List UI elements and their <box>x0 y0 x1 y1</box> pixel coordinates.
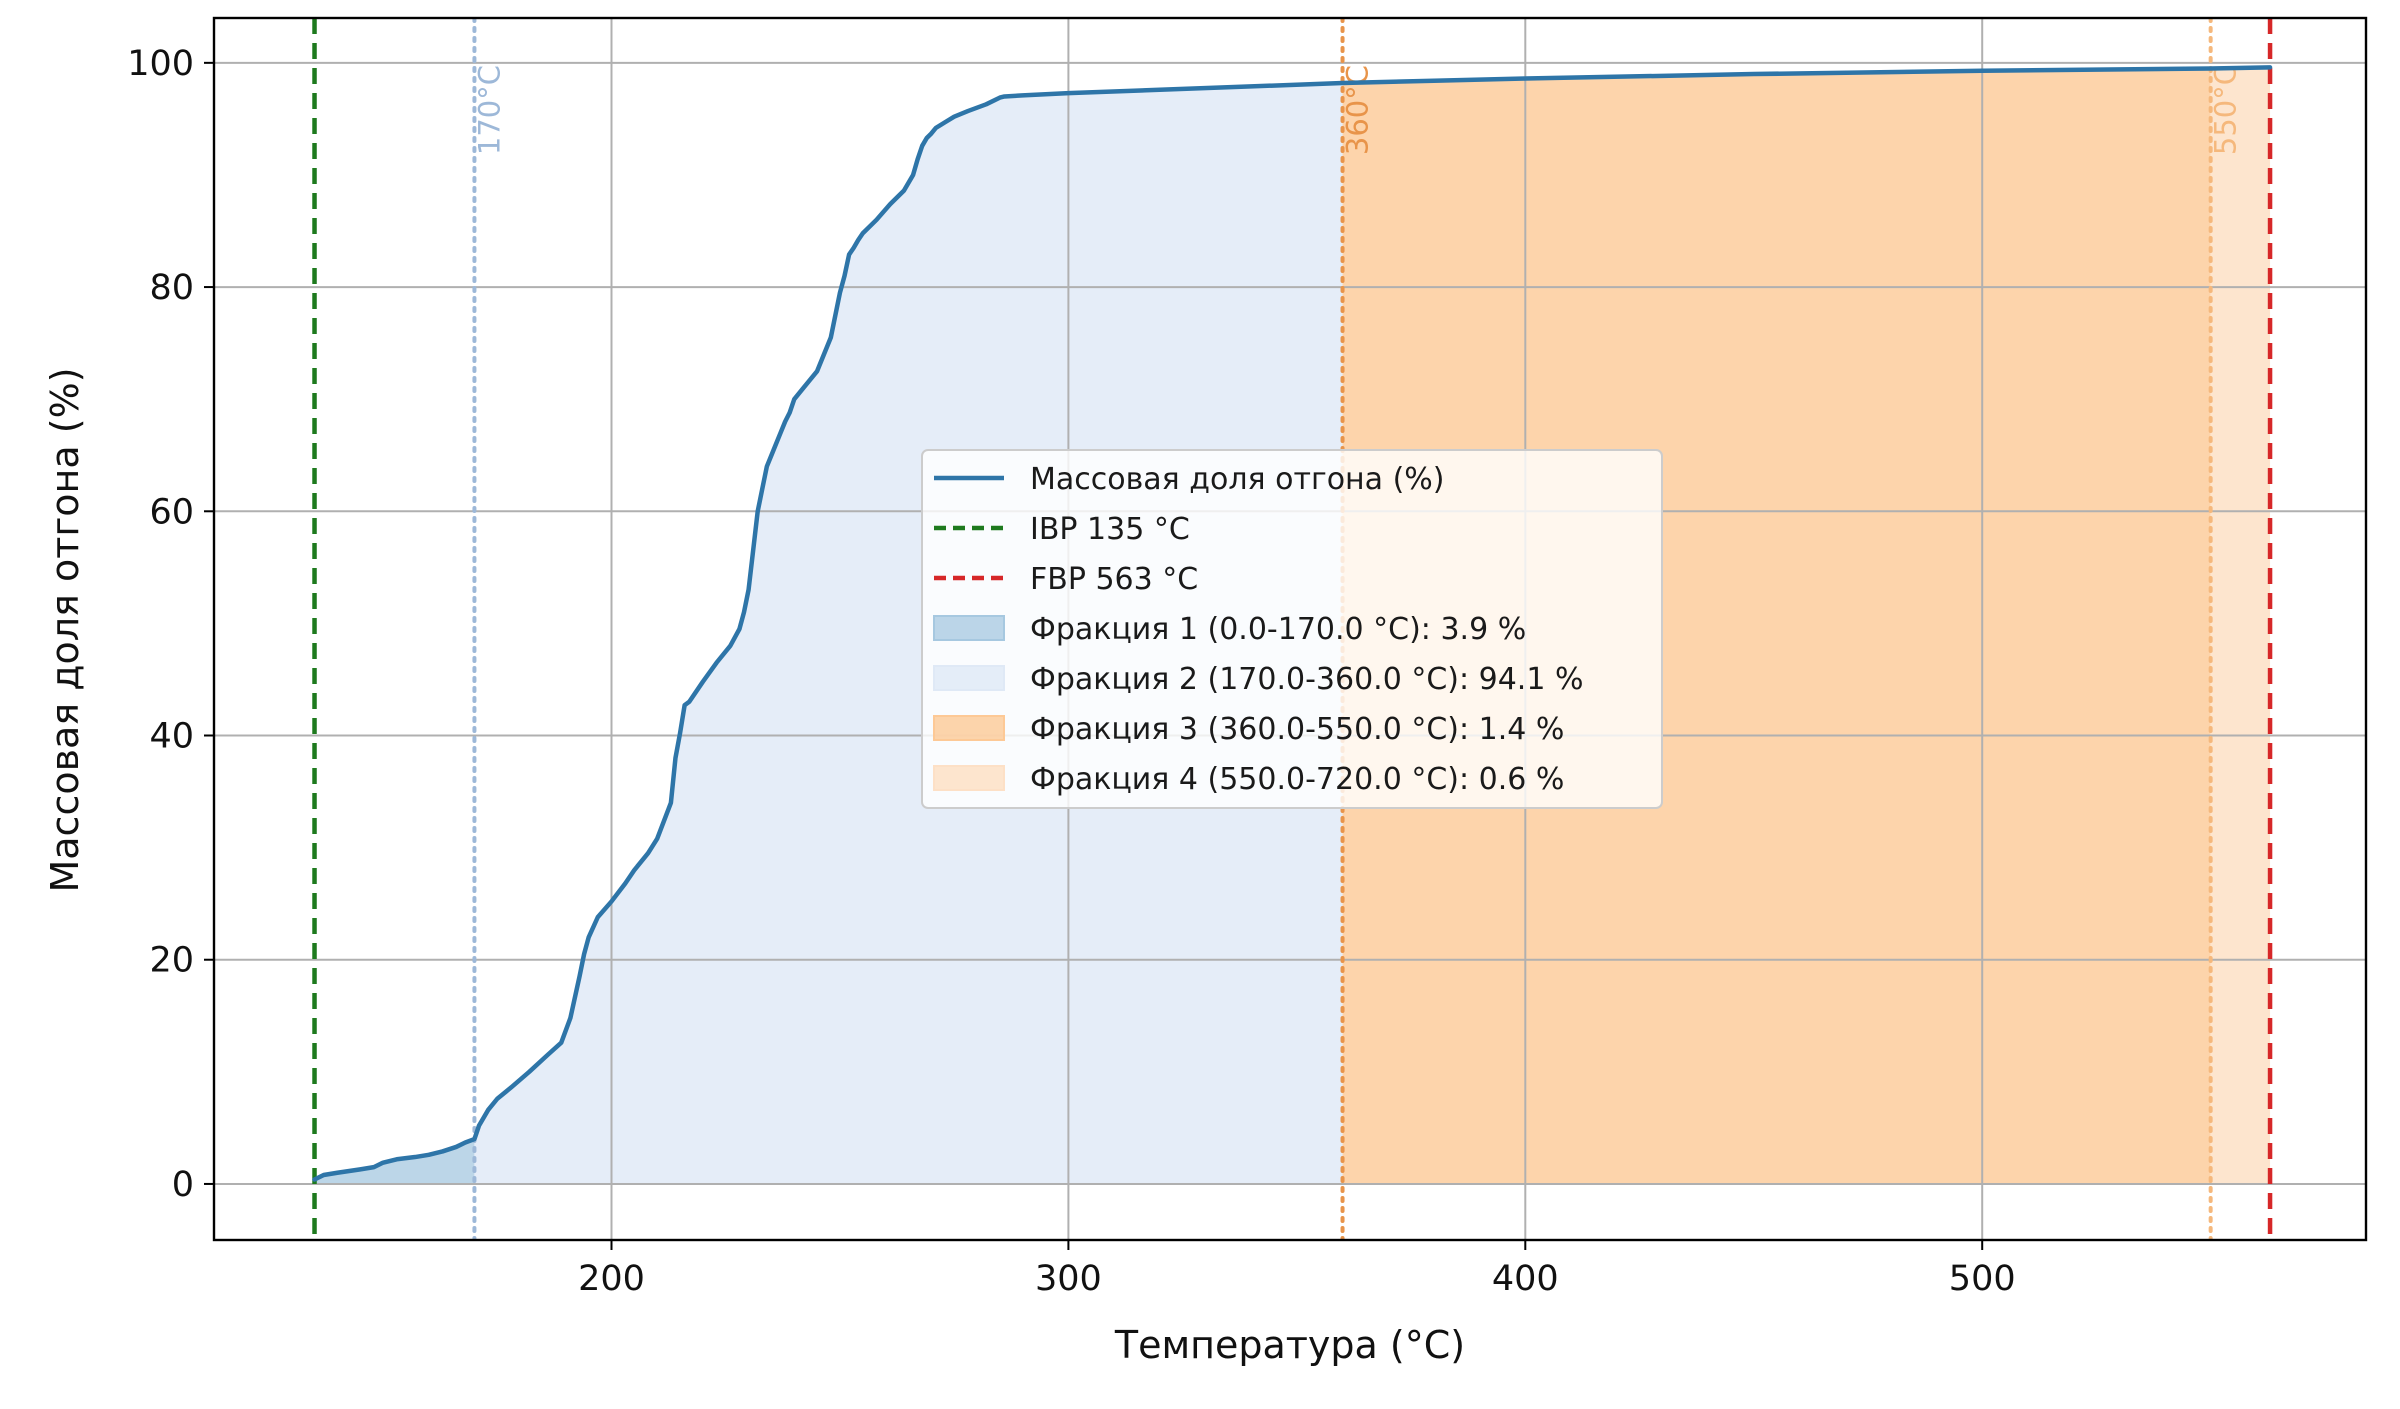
x-tick-label: 300 <box>1035 1259 1102 1299</box>
y-tick-label: 60 <box>149 492 194 532</box>
cut-line-label-360: 360°C <box>1341 65 1375 155</box>
legend-entry: FBP 563 °C <box>1030 562 1198 597</box>
distillation-curve <box>312 65 2273 1182</box>
legend-entry: Массовая доля отгона (%) <box>1030 462 1445 497</box>
legend-entry: Фракция 4 (550.0-720.0 °C): 0.6 % <box>1030 762 1564 797</box>
x-tick-label: 400 <box>1492 1259 1559 1299</box>
legend-swatch <box>933 615 1005 641</box>
axis-ticks: 200 300 400 500 0 20 40 60 80 100 <box>127 44 2015 1299</box>
fraction-2-area <box>474 83 1343 1184</box>
legend-entry: Фракция 1 (0.0-170.0 °C): 3.9 % <box>1030 612 1526 647</box>
legend-entry: IBP 135 °C <box>1030 512 1190 547</box>
legend: Массовая доля отгона (%) IBP 135 °C FBP 56… <box>921 449 1663 809</box>
cut-line-label-550: 550°C <box>2209 65 2243 155</box>
legend-swatch <box>933 765 1005 791</box>
y-tick-label: 20 <box>149 941 194 981</box>
plot-frame <box>212 16 2368 1242</box>
legend-entry: Фракция 3 (360.0-550.0 °C): 1.4 % <box>1030 712 1564 747</box>
cut-line-label-170: 170°C <box>472 65 506 155</box>
fraction-fills <box>314 67 2271 1184</box>
y-tick-label: 0 <box>172 1165 194 1205</box>
y-tick-label: 80 <box>149 268 194 308</box>
y-tick-label: 40 <box>149 717 194 757</box>
legend-entry: Фракция 2 (170.0-360.0 °C): 94.1 % <box>1030 662 1583 697</box>
legend-swatch <box>933 715 1005 741</box>
fraction-4-area <box>2210 67 2271 1184</box>
legend-swatch <box>933 665 1005 691</box>
fraction-3-area <box>1342 68 2211 1184</box>
x-tick-label: 200 <box>578 1259 645 1299</box>
legend-box <box>921 449 1663 809</box>
y-tick-label: 100 <box>127 44 194 84</box>
curve-layer <box>312 65 2273 1182</box>
y-axis-label: Массовая доля отгона (%) <box>43 367 87 892</box>
x-tick-label: 500 <box>1949 1259 2016 1299</box>
x-axis-label: Температура (°C) <box>1114 1323 1465 1367</box>
